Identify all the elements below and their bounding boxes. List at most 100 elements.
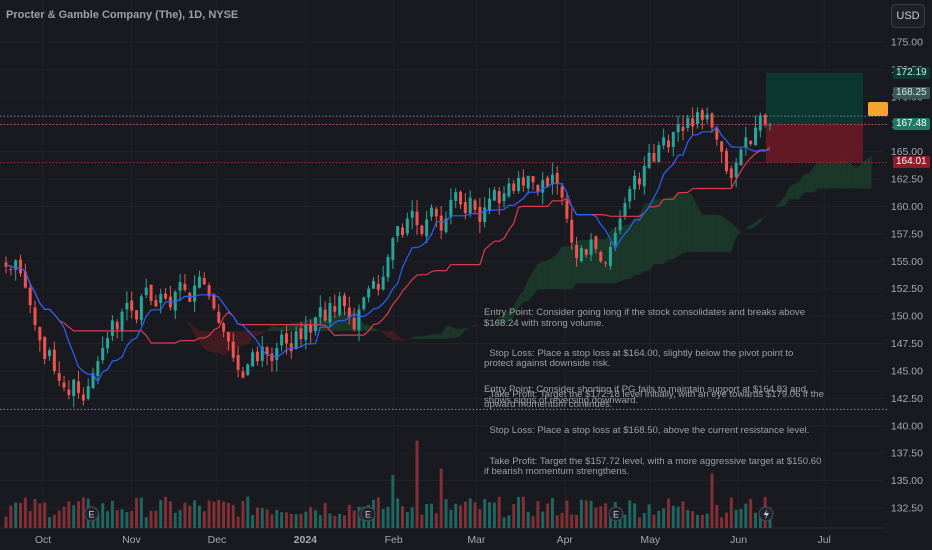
volume-bar <box>14 502 18 528</box>
volume-bar <box>430 503 434 528</box>
volume-bar <box>657 510 661 528</box>
volume-bar <box>265 509 269 528</box>
volume-bar <box>62 506 66 528</box>
candle-body <box>318 307 322 318</box>
volume-bar <box>497 496 501 528</box>
volume-bar <box>463 501 467 528</box>
volume-bar <box>255 507 259 528</box>
cloud-segment <box>209 330 214 353</box>
volume-bar <box>77 501 81 528</box>
x-tick-label: Jun <box>730 534 747 546</box>
volume-bar <box>309 507 313 528</box>
volume-bar <box>222 501 226 528</box>
cloud-segment <box>339 312 345 331</box>
candle-body <box>401 227 405 235</box>
cloud-segment <box>542 260 548 290</box>
candle-body <box>618 218 622 231</box>
volume-bar <box>347 505 351 528</box>
candle-body <box>333 306 337 312</box>
volume-bar <box>492 502 496 528</box>
candle-body <box>420 225 424 234</box>
kijun-line <box>5 146 771 344</box>
event-markers: EDEE <box>84 506 774 522</box>
chart-title: Procter & Gamble Company (The), 1D, NYSE <box>6 9 239 21</box>
trade-annotation-long: Entry Point: Consider going long if the … <box>484 288 824 421</box>
volume-bar <box>120 509 124 528</box>
cloud-segment <box>736 227 741 237</box>
volume-bar <box>488 502 492 528</box>
candle-body <box>488 198 492 211</box>
volume-bar <box>729 497 733 528</box>
volume-bar <box>734 509 738 528</box>
cloud-segment <box>417 336 422 339</box>
candle-body <box>521 177 525 186</box>
cloud-segment <box>426 334 432 339</box>
candle-body <box>430 207 434 217</box>
candle-body <box>454 192 458 201</box>
candle-body <box>734 162 738 178</box>
candle-body <box>657 145 661 163</box>
candle-body <box>396 226 400 236</box>
candle-body <box>222 323 226 332</box>
candle-body <box>154 300 158 307</box>
candle-body <box>444 218 448 233</box>
candle-body <box>381 276 385 290</box>
cloud-segment <box>837 157 843 189</box>
volume-bar <box>589 500 593 528</box>
cloud-segment <box>857 163 862 189</box>
cloud-segment <box>663 197 669 265</box>
cloud-segment <box>852 164 858 189</box>
volume-bar <box>48 517 52 528</box>
candle-body <box>642 165 646 187</box>
cloud-segment <box>774 202 780 207</box>
cloud-segment <box>412 336 418 339</box>
candle-body <box>260 346 264 361</box>
candle-body <box>546 177 550 187</box>
volume-bar <box>362 515 366 528</box>
cloud-segment <box>799 174 804 200</box>
horizontal-levels <box>0 115 888 410</box>
cloud-segment <box>504 311 509 325</box>
candle-body <box>28 287 32 306</box>
volume-bar <box>352 510 356 528</box>
candle-body <box>275 347 279 360</box>
volume-bar <box>565 500 569 528</box>
cloud-segment <box>716 214 722 252</box>
volume-bar <box>521 496 525 528</box>
candle-body <box>715 128 719 140</box>
alert-flag[interactable] <box>868 102 888 116</box>
x-tick-label: Oct <box>35 534 51 546</box>
cloud-segment <box>750 222 756 229</box>
candle-body <box>212 294 216 309</box>
short-target-text: Take Profit: Target the $157.72 level, w… <box>484 455 825 478</box>
volume-bar <box>323 502 327 528</box>
volume-bar <box>38 503 42 528</box>
candle-body <box>565 200 569 219</box>
candle-body <box>347 307 351 318</box>
candle-body <box>139 296 143 321</box>
currency-button[interactable]: USD <box>891 4 925 28</box>
volume-bar <box>81 497 85 528</box>
current-price-tag: 167.48 <box>893 118 930 130</box>
volume-bar <box>642 513 646 528</box>
volume-bar <box>236 516 240 528</box>
cloud-segment <box>731 222 737 252</box>
candle-body <box>9 269 13 271</box>
volume-bar <box>159 500 163 528</box>
cloud-segment <box>711 214 717 252</box>
candle-body <box>570 219 574 243</box>
candle-body <box>188 292 192 302</box>
grid <box>0 41 885 529</box>
event-marker <box>84 506 100 522</box>
candle-body <box>125 302 129 310</box>
candle-body <box>594 236 598 250</box>
volume-bar <box>173 512 177 528</box>
candle-body <box>110 320 114 336</box>
volume-bar <box>9 505 13 528</box>
candle-body <box>579 248 583 262</box>
candle-body <box>410 210 414 218</box>
candle-body <box>144 287 148 296</box>
candle-body <box>96 361 100 377</box>
candle-body <box>507 183 511 197</box>
